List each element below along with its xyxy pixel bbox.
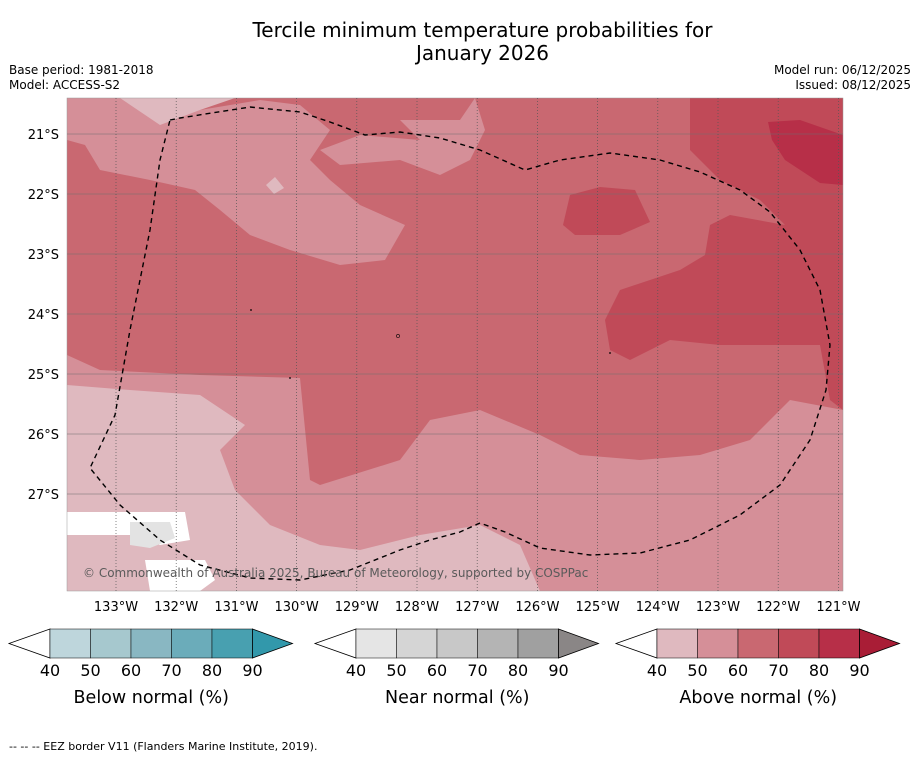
issued-date: Issued: 08/12/2025	[795, 78, 911, 92]
colorbar-extend-high	[252, 628, 294, 659]
model-name: Model: ACCESS-S2	[9, 78, 121, 92]
lon-label: 127°W	[455, 600, 499, 615]
meta-left: Base period: 1981-2018 Model: ACCESS-S2	[9, 63, 154, 93]
colorbar-tick: 80	[809, 661, 829, 680]
colorbar-tick: 80	[202, 661, 222, 680]
colorbar-near: 40 50 60 70 80 90 Near normal (%)	[313, 628, 600, 708]
colorbar-label: Above normal (%)	[679, 688, 837, 708]
lat-label: 22°S	[28, 188, 59, 203]
lon-label: 130°W	[275, 600, 319, 615]
eez-footnote: -- -- -- EEZ border V11 (Flanders Marine…	[9, 740, 318, 753]
lon-label: 125°W	[576, 600, 620, 615]
zone-above-40-dot	[266, 177, 284, 194]
colorbar-tick: 60	[427, 661, 447, 680]
colorbar-segment	[697, 628, 739, 659]
colorbar-tick: 70	[161, 661, 181, 680]
colorbar-below: 40 50 60 70 80 90 Below normal (%)	[7, 628, 294, 708]
colorbar-segment	[171, 628, 213, 659]
colorbar-segment	[517, 628, 559, 659]
meta-right: Model run: 06/12/2025 Issued: 08/12/2025	[774, 63, 911, 93]
probability-field	[67, 98, 843, 591]
colorbar-tick: 40	[346, 661, 366, 680]
colorbar-tick: 60	[121, 661, 141, 680]
copyright-notice: © Commonwealth of Australia 2025, Bureau…	[83, 566, 588, 580]
colorbar-segment	[778, 628, 820, 659]
title-line-1: Tercile minimum temperature probabilitie…	[252, 18, 713, 42]
colorbar-tick: 90	[548, 661, 568, 680]
colorbar-segment	[130, 628, 172, 659]
lon-label: 123°W	[696, 600, 740, 615]
longitude-labels: 133°W 132°W 131°W 130°W 129°W 128°W 127°W 126°W…	[94, 600, 861, 615]
colorbar-tick: 50	[80, 661, 100, 680]
colorbar-extend-low	[614, 628, 658, 659]
lon-label: 124°W	[636, 600, 680, 615]
colorbar-extend-high	[859, 628, 901, 659]
colorbar-extend-low	[7, 628, 51, 659]
colorbar-tick: 70	[768, 661, 788, 680]
colorbar-tick: 70	[467, 661, 487, 680]
zone-above-80	[768, 120, 843, 185]
title-line-2: January 2026	[415, 41, 550, 65]
map-frame	[66, 97, 844, 592]
lon-label: 121°W	[816, 600, 860, 615]
eez-border	[89, 106, 831, 581]
colorbar-segment	[90, 628, 132, 659]
colorbar-segment	[436, 628, 478, 659]
lon-label: 122°W	[756, 600, 800, 615]
zone-near-40	[130, 522, 175, 548]
model-run: Model run: 06/12/2025	[773, 63, 911, 77]
colorbar-extend-high	[558, 628, 600, 659]
zone-above-50-b	[67, 98, 405, 265]
lon-label: 131°W	[214, 600, 258, 615]
colorbar-tick: 50	[386, 661, 406, 680]
zone-above-50-a	[67, 98, 485, 175]
base-period: Base period: 1981-2018	[9, 63, 154, 77]
colorbar-segment	[818, 628, 860, 659]
colorbar-tick: 40	[647, 661, 667, 680]
zone-above-70-patch	[563, 187, 650, 235]
lon-label: 129°W	[335, 600, 379, 615]
longitude-gridlines	[115, 98, 839, 591]
lon-label: 132°W	[154, 600, 198, 615]
colorbar-segment	[396, 628, 438, 659]
colorbar-segment	[355, 628, 397, 659]
map-title: Tercile minimum temperature probabilitie…	[0, 19, 919, 65]
colorbar-segment	[737, 628, 779, 659]
lon-label: 126°W	[515, 600, 559, 615]
colorbar-tick: 90	[242, 661, 262, 680]
colorbar-segment	[477, 628, 519, 659]
lon-label: 133°W	[94, 600, 138, 615]
colorbar-segment	[211, 628, 253, 659]
colorbars: 40 50 60 70 80 90 Below normal (%) 40 50 60 70 80 90…	[7, 628, 901, 708]
lat-label: 21°S	[28, 128, 59, 143]
colorbar-label: Below normal (%)	[74, 688, 229, 708]
lon-label: 128°W	[395, 600, 439, 615]
lat-label: 25°S	[28, 368, 59, 383]
colorbar-segment	[656, 628, 698, 659]
latitude-labels: 21°S 22°S 23°S 24°S 25°S 26°S 27°S	[28, 128, 59, 503]
colorbar-tick: 90	[849, 661, 869, 680]
zone-no-data-b	[145, 560, 215, 591]
colorbar-tick: 50	[687, 661, 707, 680]
island-marker	[250, 309, 252, 311]
colorbar-tick: 60	[728, 661, 748, 680]
island-marker	[396, 334, 400, 338]
lat-label: 27°S	[28, 488, 59, 503]
colorbar-tick: 80	[508, 661, 528, 680]
island-marker	[289, 377, 291, 379]
island-marker	[609, 352, 611, 354]
colorbar-above: 40 50 60 70 80 90 Above normal (%)	[614, 628, 901, 708]
lat-label: 26°S	[28, 428, 59, 443]
colorbar-segment	[49, 628, 91, 659]
colorbar-tick: 40	[40, 661, 60, 680]
colorbar-extend-low	[313, 628, 357, 659]
lat-label: 24°S	[28, 308, 59, 323]
colorbar-label: Near normal (%)	[385, 688, 530, 708]
latitude-gridlines	[67, 133, 843, 495]
lat-label: 23°S	[28, 248, 59, 263]
zone-above-40-a	[67, 98, 235, 125]
